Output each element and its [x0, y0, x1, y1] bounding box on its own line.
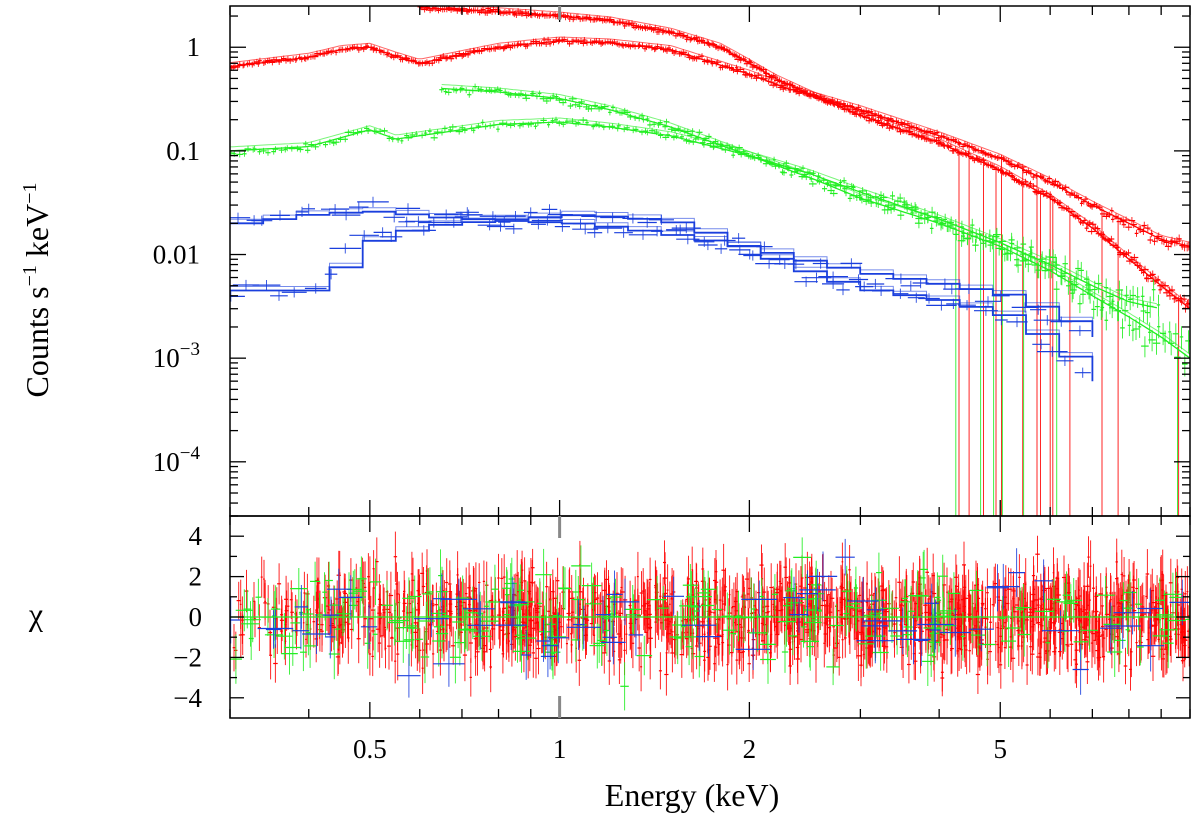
series-blue-low: [230, 204, 1094, 382]
y-tick-label: 10−4: [153, 443, 201, 477]
spectrum-y-tick-labels: 1 0.1 0.01 10−3 10−4: [153, 32, 201, 477]
residual-series-group: [230, 531, 1190, 711]
residual-panel: 420−2−4 0.5 1 2 5: [173, 515, 1191, 764]
y-tick-label: 1: [187, 32, 201, 62]
model-line-alt-red-low: [230, 36, 1190, 243]
series-green-low: [230, 116, 1161, 516]
y-tick-label: 0.1: [166, 136, 200, 166]
y-tick-label: 10−3: [153, 339, 200, 373]
spectrum-panel: 1 0.1 0.01 10−3 10−4: [153, 5, 1191, 517]
spectrum-tick-marks: [229, 6, 1191, 517]
series-red-low: [230, 36, 1190, 516]
residual-data-layer: [230, 531, 1190, 711]
series-blue-high: [230, 196, 1094, 337]
spectrum-series-group: [230, 6, 1190, 516]
spectrum-data-layer: [230, 6, 1190, 516]
y-tick-label: 0.01: [153, 240, 200, 270]
